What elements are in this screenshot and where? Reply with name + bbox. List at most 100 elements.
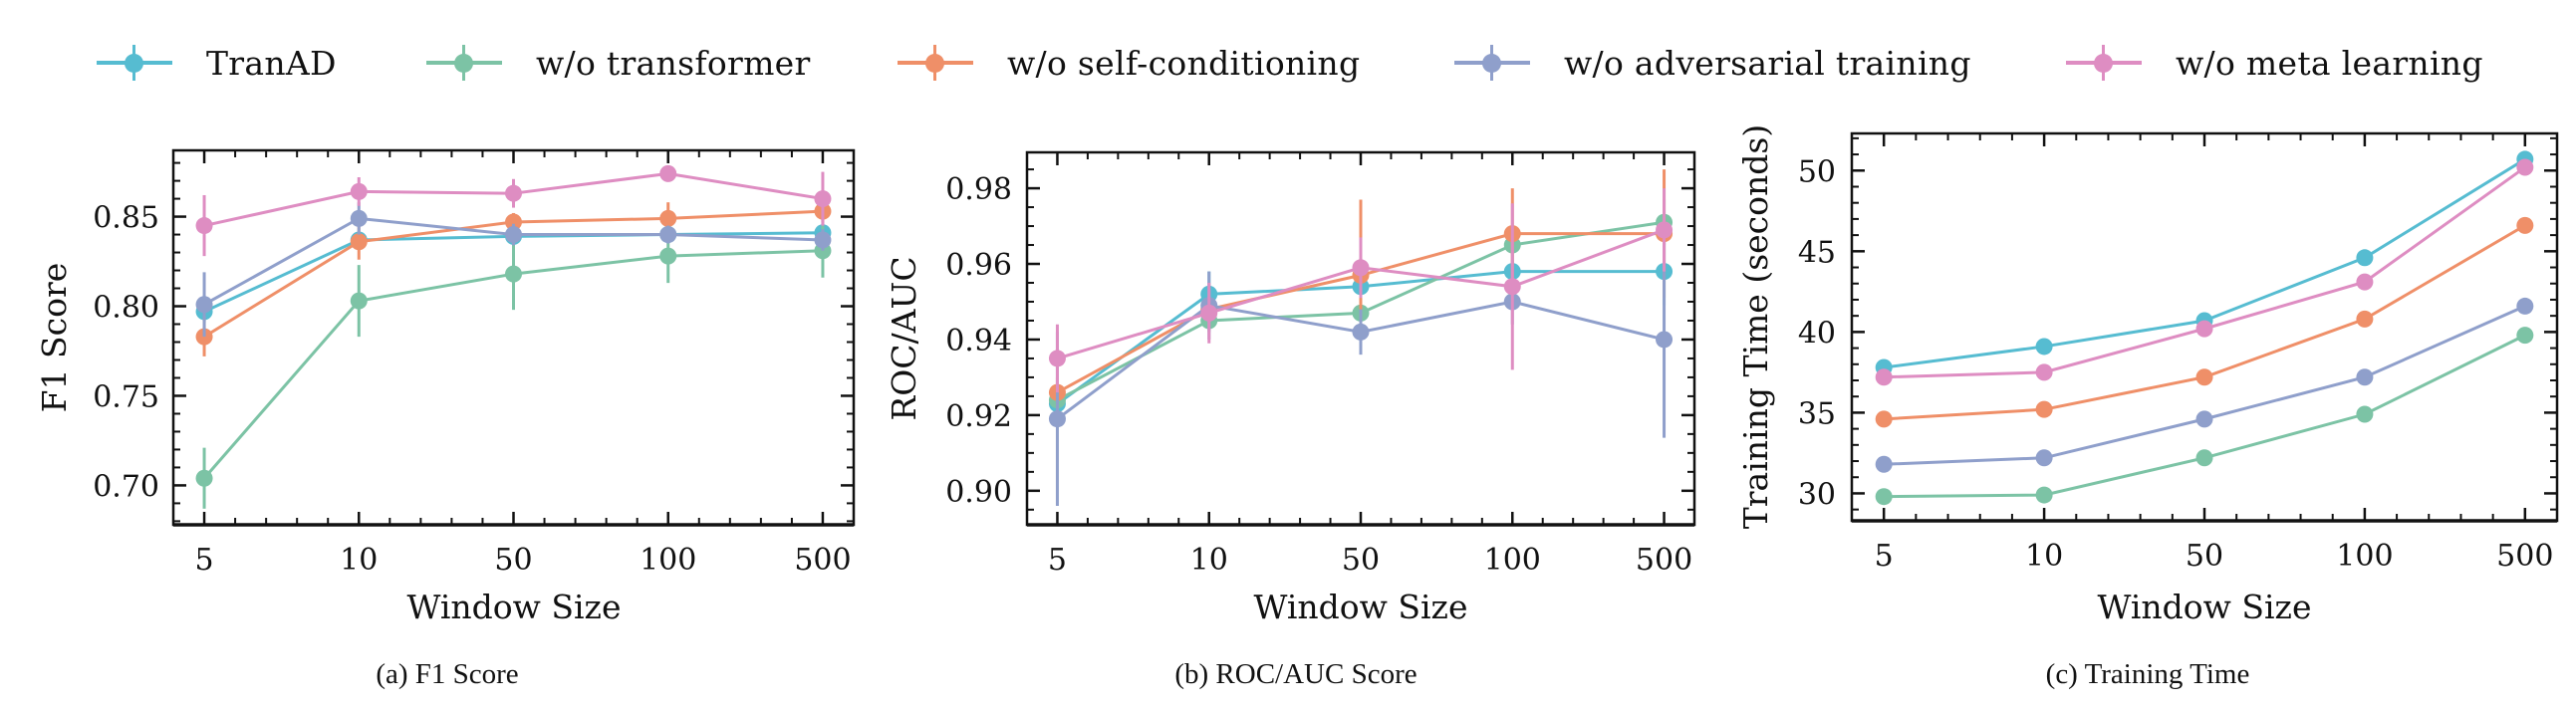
y-axis-label: ROC/AUC (885, 256, 923, 420)
data-point (659, 226, 677, 244)
legend-marker-icon (1454, 35, 1530, 91)
data-point (2356, 310, 2374, 328)
panel-training-time: 5 10 50 100 500 30 35 40 45 50 Window Size Training… (1736, 124, 2559, 690)
data-point (659, 247, 677, 265)
panel-roc-auc: 5 10 50 100 500 0.90 0.92 0.94 0.96 0.98 Window Si… (885, 150, 1696, 690)
series-line (1884, 165, 2526, 379)
x-tick-label: 50 (1342, 543, 1380, 578)
panel-caption: (b) ROC/AUC Score (1174, 658, 1417, 690)
data-point (350, 182, 368, 200)
legend: TranAD w/o transformer w/o self-conditio… (0, 30, 2576, 96)
series-tranad (1875, 150, 2534, 376)
x-axis-label: Window Size (1254, 588, 1468, 626)
data-point (814, 190, 832, 208)
legend-marker-icon (97, 35, 172, 91)
y-tick-label: 35 (1798, 396, 1836, 431)
data-point (1048, 350, 1066, 367)
x-axis-label: Window Size (407, 588, 622, 626)
y-tick-label: 0.98 (945, 172, 1012, 207)
y-tick-label: 30 (1798, 477, 1836, 512)
x-tick-label: 500 (1636, 543, 1692, 578)
y-axis-label: F1 Score (35, 263, 74, 413)
y-tick-label: 0.96 (945, 248, 1012, 283)
legend-label: w/o self-conditioning (1007, 43, 1361, 83)
x-tick-label: 500 (2496, 539, 2553, 574)
data-point (2356, 249, 2374, 267)
data-point (195, 296, 213, 314)
y-tick-label: 0.94 (945, 324, 1012, 358)
data-point (350, 233, 368, 251)
data-point (659, 209, 677, 227)
y-axis-label: Training Time (seconds) (1736, 124, 1775, 529)
legend-label: w/o meta learning (2176, 43, 2483, 83)
x-tick-label: 100 (2336, 539, 2393, 574)
data-point (2195, 368, 2213, 386)
series-w-o-meta-learning (1875, 158, 2534, 386)
data-point (2035, 449, 2053, 467)
y-tick-label: 0.92 (945, 399, 1012, 434)
data-point (2035, 363, 2053, 381)
data-point (1875, 410, 1893, 428)
data-point (195, 469, 213, 487)
data-point (2356, 273, 2374, 291)
data-point (2035, 486, 2053, 504)
x-tick-label: 100 (640, 543, 696, 578)
legend-marker-icon (2066, 35, 2142, 91)
y-tick-label: 40 (1798, 316, 1836, 351)
x-tick-label: 10 (1190, 543, 1228, 578)
legend-item-wo-meta-learning: w/o meta learning (2066, 30, 2483, 96)
data-point (1875, 368, 1893, 386)
data-point (2356, 368, 2374, 386)
data-point (1875, 455, 1893, 473)
data-point (2195, 320, 2213, 338)
y-tick-label: 0.70 (93, 469, 159, 504)
y-tick-label: 50 (1798, 154, 1836, 189)
y-tick-label: 45 (1798, 235, 1836, 270)
data-point (350, 292, 368, 310)
x-tick-label: 50 (2186, 539, 2223, 574)
data-point (659, 164, 677, 182)
data-point (505, 226, 522, 244)
data-point (2516, 297, 2534, 315)
x-tick-label: 50 (494, 543, 532, 578)
series-w-o-meta-learning (1048, 188, 1674, 393)
x-tick-label: 5 (194, 543, 213, 578)
data-point (1048, 410, 1066, 428)
data-point (505, 213, 522, 231)
series-w-o-adversarial-training (195, 202, 832, 338)
data-point (1200, 304, 1218, 322)
x-tick-label: 5 (1048, 543, 1067, 578)
data-point (195, 217, 213, 235)
data-point (2035, 338, 2053, 356)
y-tick-label: 0.80 (93, 291, 159, 326)
y-tick-label: 0.90 (945, 475, 1012, 510)
legend-item-wo-adversarial-training: w/o adversarial training (1454, 30, 1971, 96)
x-tick-label: 10 (2025, 539, 2063, 574)
data-point (2195, 410, 2213, 428)
legend-label: w/o adversarial training (1564, 43, 1971, 83)
series-w-o-transformer (1875, 327, 2534, 506)
x-tick-label: 5 (1875, 539, 1894, 574)
legend-label: w/o transformer (536, 43, 811, 83)
legend-label: TranAD (206, 43, 337, 83)
data-point (1352, 323, 1370, 341)
legend-item-wo-transformer: w/o transformer (426, 30, 811, 96)
legend-marker-icon (898, 35, 973, 91)
data-point (814, 231, 832, 249)
x-tick-label: 100 (1484, 543, 1541, 578)
series-w-o-meta-learning (195, 164, 832, 257)
panel-caption: (a) F1 Score (376, 658, 518, 690)
y-tick-label: 0.75 (93, 379, 159, 414)
y-tick-label: 0.85 (93, 201, 159, 236)
legend-marker-icon (426, 35, 502, 91)
data-point (2035, 400, 2053, 418)
x-axis-label: Window Size (2098, 588, 2312, 626)
data-point (2516, 327, 2534, 345)
data-point (350, 209, 368, 227)
data-point (2516, 158, 2534, 176)
x-tick-label: 10 (340, 543, 378, 578)
legend-item-tranad: TranAD (97, 30, 337, 96)
data-point (2516, 216, 2534, 234)
series-w-o-transformer (195, 223, 832, 509)
